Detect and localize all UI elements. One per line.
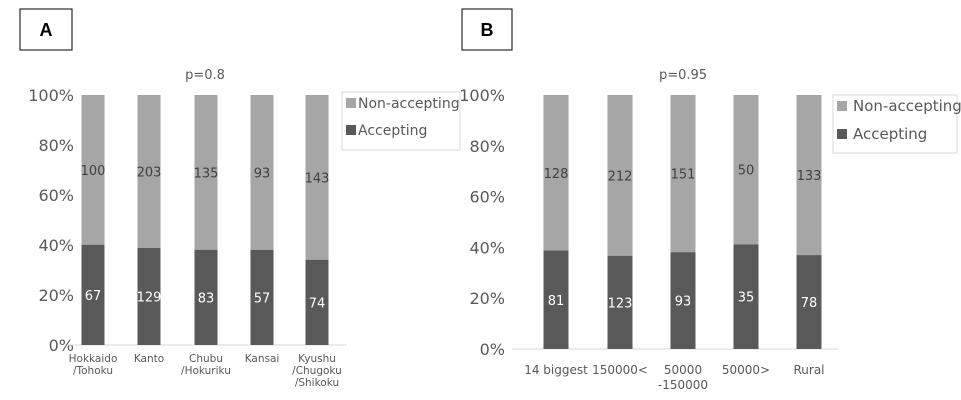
panel-b-box — [461, 8, 513, 51]
bar-non-accepting — [305, 95, 329, 260]
x-tick-label-line: Rural — [793, 363, 824, 377]
bar-non-accepting — [607, 95, 633, 256]
legend-swatch-accepting — [837, 129, 847, 139]
legend: Non-accepting Accepting — [341, 91, 461, 151]
x-tick-label: Kansai — [245, 353, 280, 365]
y-tick-label: 80% — [38, 136, 74, 155]
legend-box — [832, 94, 958, 154]
data-label-non-accepting: 212 — [608, 169, 633, 184]
y-tick-label: 80% — [469, 137, 505, 156]
bar-accepting — [543, 250, 569, 349]
bar-non-accepting — [194, 95, 218, 250]
data-label-non-accepting: 128 — [544, 167, 569, 182]
x-tick-label-line: /Shikoku — [295, 377, 339, 389]
x-tick-label-line: /Chugoku — [292, 365, 342, 377]
data-label-non-accepting: 100 — [81, 164, 106, 179]
y-tick-label: 0% — [49, 336, 74, 355]
legend-swatch-non-accepting — [346, 98, 356, 108]
data-label-accepting: 123 — [608, 296, 633, 311]
x-tick-label-line: Hokkaido — [69, 353, 118, 365]
data-label-non-accepting: 143 — [305, 171, 330, 186]
data-label-accepting: 74 — [309, 296, 326, 311]
bar-accepting — [250, 250, 274, 345]
data-label-non-accepting: 203 — [137, 165, 162, 180]
legend-swatch-non-accepting — [837, 101, 847, 111]
data-label-non-accepting: 93 — [254, 167, 271, 182]
data-label-accepting: 93 — [675, 295, 692, 310]
data-label-accepting: 129 — [137, 290, 162, 305]
legend-swatch-accepting — [346, 125, 356, 135]
x-tick-label: Hokkaido/Tohoku — [69, 353, 118, 377]
p-value-annotation: p=0.95 — [659, 68, 707, 83]
x-tick-label-line: Kyushu — [298, 353, 336, 365]
data-label-accepting: 81 — [548, 294, 565, 309]
x-tick-label: Kyushu/Chugoku/Shikoku — [292, 353, 342, 389]
y-tick-label: 0% — [480, 340, 505, 359]
x-tick-label: Rural — [793, 363, 824, 377]
data-label-accepting: 83 — [198, 291, 215, 306]
x-tick-label-line: -150000 — [658, 378, 708, 392]
legend-label-non-accepting: Non-accepting — [853, 97, 961, 115]
legend: Non-accepting Accepting — [832, 94, 961, 154]
bar-accepting — [607, 255, 633, 349]
x-tick-label: Chubu/Hokuriku — [181, 353, 231, 377]
x-tick-label: 150000< — [592, 363, 648, 377]
bar-accepting — [670, 252, 696, 349]
bar-accepting — [194, 249, 218, 345]
data-label-accepting: 78 — [801, 296, 818, 311]
bar-non-accepting — [733, 95, 759, 245]
x-tick-label: 50000> — [722, 363, 770, 377]
panel-letter: B — [481, 20, 494, 40]
x-tick-label-line: Chubu — [189, 353, 223, 365]
data-label-accepting: 67 — [85, 289, 102, 304]
x-tick-label-line: 14 biggest — [524, 363, 588, 377]
x-tick-label: 14 biggest — [524, 363, 588, 377]
data-label-non-accepting: 151 — [671, 168, 696, 183]
data-label-non-accepting: 50 — [738, 164, 755, 179]
bar-non-accepting — [137, 95, 161, 248]
bar-accepting — [796, 255, 822, 349]
panel-a: Ap=0.8 0% 20% 40% 60% 80% 100% 100 67 Hokkaido/To… — [19, 8, 461, 389]
bar-non-accepting — [796, 95, 822, 256]
bar-non-accepting — [81, 95, 105, 245]
x-tick-label-line: 50000 — [664, 363, 702, 377]
legend-label-non-accepting: Non-accepting — [358, 96, 460, 112]
y-tick-label: 40% — [38, 236, 74, 255]
y-tick-label: 60% — [469, 188, 505, 207]
panel-b: Bp=0.95 0% 20% 40% 60% 80% 100% 128 81 14 biggest… — [459, 8, 961, 392]
x-tick-label: Kanto — [134, 353, 164, 365]
bar-non-accepting — [543, 95, 569, 251]
x-tick-label-line: /Hokuriku — [181, 365, 231, 377]
legend-label-accepting: Accepting — [358, 123, 427, 139]
y-tick-label: 60% — [38, 186, 74, 205]
x-tick-label-line: Kanto — [134, 353, 164, 365]
x-tick-label-line: 50000> — [722, 363, 770, 377]
data-label-accepting: 35 — [738, 291, 755, 306]
x-tick-label-line: 150000< — [592, 363, 648, 377]
x-tick-label-line: /Tohoku — [73, 365, 113, 377]
data-label-non-accepting: 135 — [194, 166, 219, 181]
x-tick-label: 50000 -150000 — [658, 363, 708, 392]
bar-non-accepting — [670, 95, 696, 253]
y-tick-label: 20% — [469, 289, 505, 308]
p-value-annotation: p=0.8 — [185, 68, 225, 83]
y-tick-label: 100% — [28, 86, 74, 105]
panel-a-box — [19, 8, 73, 51]
legend-box — [341, 91, 461, 151]
y-tick-label: 20% — [38, 286, 74, 305]
legend-label-accepting: Accepting — [853, 125, 927, 143]
data-label-accepting: 57 — [254, 292, 271, 307]
bar-accepting — [305, 259, 329, 345]
y-tick-label: 40% — [469, 238, 505, 257]
bar-accepting — [81, 244, 105, 345]
panel-letter: A — [40, 20, 53, 40]
bar-accepting — [733, 244, 759, 349]
bar-accepting — [137, 247, 161, 345]
data-label-non-accepting: 133 — [797, 169, 822, 184]
bar-non-accepting — [250, 95, 274, 250]
y-tick-label: 100% — [459, 86, 505, 105]
x-tick-label-line: Kansai — [245, 353, 280, 365]
